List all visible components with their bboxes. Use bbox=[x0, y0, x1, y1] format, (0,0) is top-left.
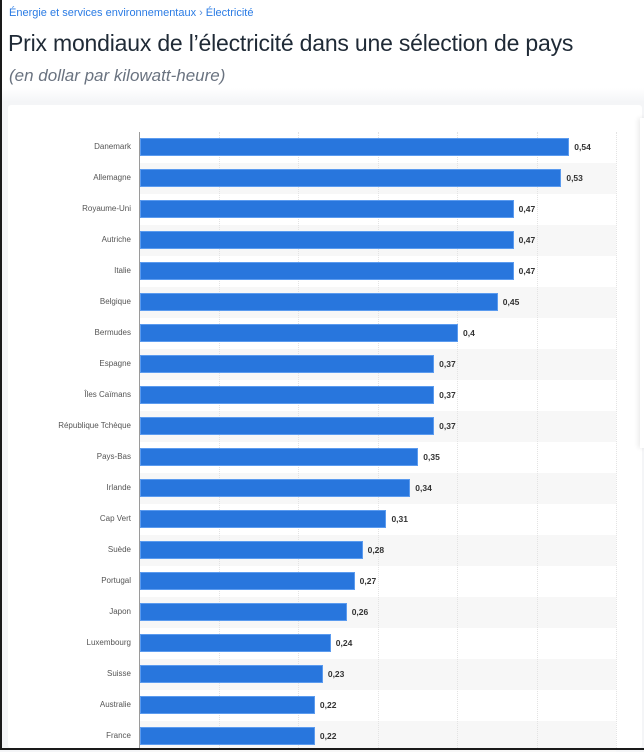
bar[interactable] bbox=[140, 293, 498, 311]
value-label: 0,37 bbox=[439, 390, 456, 400]
bar[interactable] bbox=[140, 169, 562, 187]
category-label: Japon bbox=[109, 607, 131, 616]
page-subtitle: (en dollar par kilowatt-heure) bbox=[9, 66, 226, 85]
window-border-bottom bbox=[0, 748, 644, 750]
gridline bbox=[298, 132, 299, 750]
value-label: 0,34 bbox=[415, 483, 432, 493]
category-label: Autriche bbox=[101, 235, 131, 244]
value-label: 0,22 bbox=[319, 700, 337, 710]
value-label: 0,53 bbox=[566, 173, 583, 183]
value-label: 0,22 bbox=[319, 731, 337, 741]
category-label: Danemark bbox=[94, 142, 131, 151]
bar[interactable] bbox=[140, 541, 363, 559]
bar[interactable] bbox=[140, 510, 387, 528]
page-header: Énergie et services environnementaux › Éle… bbox=[0, 0, 644, 100]
side-panel bbox=[640, 118, 644, 448]
category-label: Suisse bbox=[106, 669, 131, 678]
bar[interactable] bbox=[140, 138, 570, 156]
value-label: 0,37 bbox=[439, 421, 456, 431]
bar[interactable] bbox=[140, 324, 458, 342]
breadcrumb-separator: › bbox=[199, 7, 203, 19]
bar[interactable] bbox=[140, 448, 419, 466]
bar[interactable] bbox=[140, 386, 435, 404]
bar[interactable] bbox=[140, 479, 411, 497]
gridline bbox=[616, 132, 617, 750]
header-fade bbox=[0, 88, 644, 102]
value-label: 0,47 bbox=[518, 235, 536, 245]
category-label: Pays-Bas bbox=[96, 452, 131, 461]
category-label: Suède bbox=[107, 545, 131, 554]
bar[interactable] bbox=[140, 696, 315, 714]
value-label: 0,54 bbox=[574, 142, 591, 152]
bar[interactable] bbox=[140, 231, 514, 249]
value-label: 0,26 bbox=[351, 607, 369, 617]
category-label: Cap Vert bbox=[99, 514, 131, 523]
bar[interactable] bbox=[140, 603, 347, 621]
gridline bbox=[377, 132, 379, 750]
category-label: Bermudes bbox=[94, 328, 131, 337]
category-label: Royaume-Uni bbox=[82, 204, 131, 213]
bar[interactable] bbox=[140, 262, 514, 280]
gridline bbox=[457, 132, 458, 750]
page-title: Prix mondiaux de l’électricité dans une … bbox=[8, 30, 574, 56]
value-label: 0,23 bbox=[327, 669, 345, 679]
category-label: Portugal bbox=[101, 576, 131, 585]
breadcrumb-link-energie[interactable]: Énergie et services environnementaux bbox=[9, 7, 197, 19]
breadcrumb-link-electricite[interactable]: Électricité bbox=[205, 7, 254, 19]
category-label: Italie bbox=[114, 266, 131, 275]
bar[interactable] bbox=[140, 572, 355, 590]
bar[interactable] bbox=[140, 634, 331, 652]
category-label: République Tchèque bbox=[58, 421, 131, 430]
category-label: France bbox=[106, 731, 131, 740]
value-label: 0,45 bbox=[502, 297, 520, 307]
gridline bbox=[536, 132, 538, 750]
category-label: Belgique bbox=[99, 297, 131, 306]
category-label: Allemagne bbox=[93, 173, 131, 182]
bar[interactable] bbox=[140, 665, 323, 683]
category-label: Luxembourg bbox=[86, 638, 131, 647]
value-label: 0,35 bbox=[423, 452, 440, 462]
value-label: 0,4 bbox=[463, 328, 475, 338]
category-label: Irlande bbox=[106, 483, 131, 492]
category-label: Îles Caïmans bbox=[84, 390, 131, 399]
category-label: Australie bbox=[99, 700, 131, 709]
bar[interactable] bbox=[140, 727, 315, 745]
value-label: 0,47 bbox=[518, 204, 536, 214]
value-label: 0,24 bbox=[335, 638, 353, 648]
value-label: 0,47 bbox=[518, 266, 536, 276]
value-label: 0,31 bbox=[391, 514, 408, 524]
y-axis-line bbox=[139, 132, 140, 750]
window-border-left bbox=[0, 0, 2, 750]
value-label: 0,28 bbox=[367, 545, 385, 555]
bar[interactable] bbox=[140, 417, 435, 435]
category-label: Espagne bbox=[99, 359, 131, 368]
gridline bbox=[218, 132, 220, 750]
bar[interactable] bbox=[140, 355, 435, 373]
breadcrumb: Énergie et services environnementaux › Éle… bbox=[9, 7, 253, 19]
value-label: 0,37 bbox=[439, 359, 456, 369]
value-label: 0,27 bbox=[359, 576, 377, 586]
bar[interactable] bbox=[140, 200, 514, 218]
